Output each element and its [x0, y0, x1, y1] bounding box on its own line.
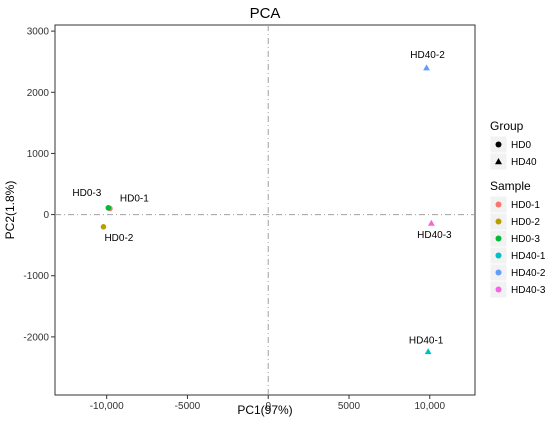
legend-sample-dot-icon: [495, 235, 502, 242]
legend-triangle-icon: [495, 158, 502, 165]
x-axis: -10,000 -5000 0 5000 10,000: [90, 395, 445, 412]
legend-samples: HD0-1 HD0-2 HD0-3 HD40-1 HD40-2 HD40-3: [489, 195, 546, 299]
y-tick-label: 0: [43, 210, 49, 221]
legend-sample-label: HD0-3: [511, 234, 540, 245]
x-tick-label: -10,000: [90, 401, 124, 412]
legend-sample-dot-icon: [495, 286, 502, 293]
reference-lines: [55, 25, 475, 395]
x-tick-label: 10,000: [414, 401, 445, 412]
legend-sample-label: HD40-2: [511, 268, 546, 279]
legend: Group HD0 HD40 Sample HD0-1 HD0-2 HD0-3 HD40…: [489, 119, 546, 299]
legend-group-title: Group: [490, 119, 524, 133]
legend-groups: HD0 HD40: [489, 135, 537, 171]
point-label-hd40-1: HD40-1: [409, 336, 444, 347]
plot-panel: [54, 24, 476, 396]
legend-circle-icon: [495, 141, 502, 148]
y-axis: -2000 -1000 0 1000 2000 3000: [23, 27, 55, 343]
x-axis-title: PC1(97%): [237, 403, 292, 417]
legend-sample-dot-icon: [495, 269, 502, 276]
point-label-hd40-3: HD40-3: [417, 230, 452, 241]
data-point-hd0-2: [100, 224, 107, 230]
legend-sample-label: HD40-1: [511, 251, 546, 262]
chart-title: PCA: [250, 5, 281, 22]
legend-sample-dot-icon: [495, 201, 502, 208]
point-label-hd0-1: HD0-1: [120, 193, 149, 204]
legend-sample-label: HD0-2: [511, 217, 540, 228]
y-tick-label: -2000: [23, 332, 49, 343]
y-tick-label: 1000: [27, 149, 50, 160]
data-point-hd40-3: [427, 219, 435, 226]
point-label-hd0-2: HD0-2: [104, 233, 133, 244]
y-axis-title: PC2(1.8%): [3, 181, 17, 240]
x-tick-label: 0: [265, 401, 271, 412]
data-points: [100, 64, 435, 355]
y-tick-label: -1000: [23, 271, 49, 282]
data-point-hd0-3: [105, 205, 112, 211]
y-tick-label: 2000: [27, 88, 50, 99]
data-point-hd40-1: [424, 348, 432, 355]
y-tick-label: 3000: [27, 27, 50, 38]
x-tick-label: 5000: [338, 401, 361, 412]
legend-group-label: HD0: [511, 140, 531, 151]
point-labels: HD0-1 HD0-2 HD0-3 HD40-1 HD40-2 HD40-3: [72, 50, 452, 347]
data-point-hd40-2: [423, 64, 430, 71]
point-label-hd40-2: HD40-2: [410, 50, 445, 61]
point-label-hd0-3: HD0-3: [72, 188, 101, 199]
legend-sample-dot-icon: [495, 252, 502, 259]
legend-sample-title: Sample: [490, 179, 531, 193]
legend-sample-dot-icon: [495, 218, 502, 225]
legend-group-label: HD40: [511, 157, 537, 168]
legend-sample-label: HD40-3: [511, 285, 546, 296]
legend-sample-label: HD0-1: [511, 200, 540, 211]
x-tick-label: -5000: [175, 401, 201, 412]
